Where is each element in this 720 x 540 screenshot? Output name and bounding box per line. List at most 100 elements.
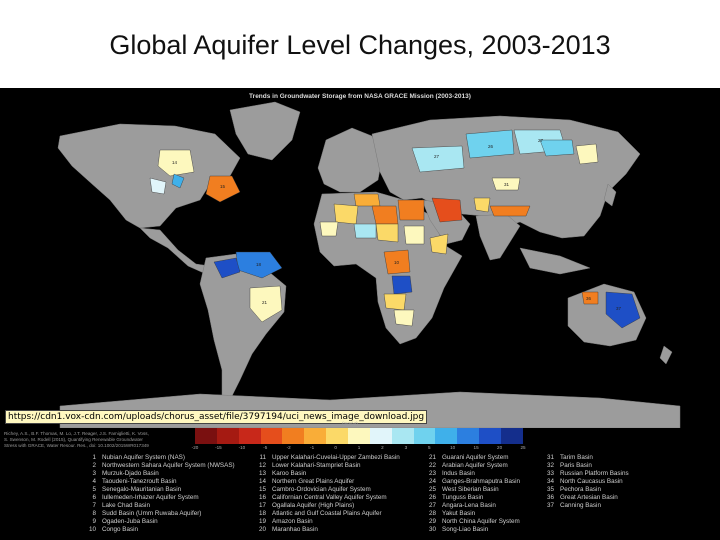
legend-item-number: 19: [258, 518, 266, 525]
basin-21: [249, 285, 283, 323]
legend-item: 3 Murzuk-Djado Basin: [84, 470, 254, 478]
legend-item-name: Nubian Aquifer System (NAS): [102, 454, 185, 461]
world-map: 27 26 27 31 14 15 18 21 10 37 36: [57, 101, 681, 428]
legend-item: 7 Lake Chad Basin: [84, 502, 254, 510]
legend-item: 10 Congo Basin: [84, 526, 254, 534]
legend-item-name: Amazon Basin: [272, 518, 313, 525]
basin-12: [383, 293, 407, 311]
citation-line: Stress with GRACE, Water Resour. Res., d…: [4, 443, 149, 449]
colorbar-tick: -20: [191, 445, 199, 450]
slide-title: Global Aquifer Level Changes, 2003-2013: [109, 30, 611, 60]
basin-6: [353, 223, 377, 239]
legend-item-name: Indus Basin: [442, 470, 475, 477]
legend-item-number: 16: [258, 494, 266, 501]
label-basin-31: 31: [504, 182, 510, 187]
legend-item: 16 Californian Central Valley Aquifer Sys…: [254, 494, 424, 502]
legend-item: 5 Senegalo-Mauritanian Basin: [84, 486, 254, 494]
colorbar-tick: -10: [238, 445, 246, 450]
source-url-label[interactable]: https://cdn1.vox-cdn.com/uploads/chorus_…: [5, 410, 428, 424]
basin-25: [411, 145, 465, 173]
aquifer-map-figure: Trends in Groundwater Storage from NASA …: [0, 88, 720, 540]
legend-item-name: Northern Great Plains Aquifer: [272, 478, 355, 485]
legend-item-name: Lower Kalahari-Stampriet Basin: [272, 462, 361, 469]
legend-item: 28 Yakut Basin: [424, 510, 542, 518]
basin-3: [371, 205, 399, 225]
legend-item: 15 Cambro-Ordovician Aquifer System: [254, 486, 424, 494]
legend-item-number: 7: [92, 502, 96, 509]
legend-item: 1 Nubian Aquifer System (NAS): [84, 454, 254, 462]
citation-line: Richey, A.S., B.F. Thomas, M. Lo, J.T. R…: [4, 431, 149, 436]
legend-item-number: 17: [258, 502, 266, 509]
legend-item: 21 Guarani Aquifer System: [424, 454, 542, 462]
legend-item-name: Ganges-Brahmaputra Basin: [442, 478, 521, 485]
label-basin-15: 15: [220, 184, 226, 189]
legend-item: 12 Lower Kalahari-Stampriet Basin: [254, 462, 424, 470]
legend-item-name: Arabian Aquifer System: [442, 462, 508, 469]
legend-item-number: 1: [92, 454, 96, 461]
basin-9: [429, 233, 449, 255]
legend-item: 11 Upper Kalahari-Cuvelai-Upper Zambezi B…: [254, 454, 424, 462]
legend-item: 23 Indus Basin: [424, 470, 542, 478]
legend-item-number: 33: [546, 470, 554, 477]
colorbar-segment: [304, 428, 327, 444]
colorbar-segment: [391, 428, 414, 444]
basin-28: [539, 139, 575, 157]
legend-item: 33 Russian Platform Basins: [542, 470, 652, 478]
label-basin-25: 27: [434, 154, 440, 159]
legend-item-number: 20: [258, 526, 266, 533]
basin-23: [473, 197, 491, 213]
legend-item-name: Song-Liao Basin: [442, 526, 489, 533]
legend-item-number: 21: [428, 454, 436, 461]
colorbar-tick: 0: [334, 445, 337, 450]
legend-item-number: 26: [428, 494, 436, 501]
aquifer-legend: 1 Nubian Aquifer System (NAS) 2 Northwester…: [84, 454, 644, 534]
legend-item-number: 30: [428, 526, 436, 533]
legend-item-number: 5: [92, 486, 96, 493]
basin-2: [353, 193, 381, 207]
legend-item-number: 36: [546, 494, 554, 501]
legend-item-number: 22: [428, 462, 436, 469]
basin-30: [575, 143, 599, 165]
label-basin-27: 27: [538, 138, 544, 143]
basin-17: [149, 177, 167, 195]
new-zealand-land: [659, 345, 673, 365]
basin-7: [375, 223, 399, 243]
legend-item: 31 Tarim Basin: [542, 454, 652, 462]
legend-item: 36 Great Artesian Basin: [542, 494, 652, 502]
legend-item-name: Russian Platform Basins: [560, 470, 629, 477]
label-basin-37: 37: [616, 306, 622, 311]
legend-item-number: 35: [546, 486, 554, 493]
legend-item-number: 18: [258, 510, 266, 517]
legend-item: 25 West Siberian Basin: [424, 486, 542, 494]
map-title: Trends in Groundwater Storage from NASA …: [249, 93, 471, 100]
legend-item-number: 15: [258, 486, 266, 493]
colorbar-segment: [501, 428, 523, 444]
label-basin-10: 10: [394, 260, 400, 265]
legend-item: 30 Song-Liao Basin: [424, 526, 542, 534]
legend-item-number: 37: [546, 502, 554, 509]
legend-item: 8 Sudd Basin (Umm Ruwaba Aquifer): [84, 510, 254, 518]
colorbar-segment: [369, 428, 392, 444]
legend-item: 13 Karoo Basin: [254, 470, 424, 478]
legend-item-number: 23: [428, 470, 436, 477]
colorbar-segment: [413, 428, 436, 444]
label-basin-18: 18: [256, 262, 262, 267]
citation-text: Richey, A.S., B.F. Thomas, M. Lo, J.T. R…: [4, 431, 194, 450]
basin-number-labels: 27 26 27 31 14 15 18 21 10 37 36: [172, 138, 622, 311]
legend-item-number: 24: [428, 478, 436, 485]
legend-item: 34 North Caucasus Basin: [542, 478, 652, 486]
colorbar-tick: -15: [215, 445, 222, 450]
legend-item: 24 Ganges-Brahmaputra Basin: [424, 478, 542, 486]
legend-item: 32 Paris Basin: [542, 462, 652, 470]
basin-26: [465, 129, 515, 159]
basin-5: [319, 221, 339, 237]
legend-item-name: Ogaden-Juba Basin: [102, 518, 158, 525]
colorbar-tick: 2: [381, 445, 384, 450]
colorbar-tick: 15: [473, 445, 479, 450]
india-land: [475, 213, 521, 261]
basin-1: [397, 199, 425, 221]
legend-item-number: 13: [258, 470, 266, 477]
legend-item: 9 Ogaden-Juba Basin: [84, 518, 254, 526]
legend-item-name: Guarani Aquifer System: [442, 454, 509, 461]
colorbar: [195, 428, 523, 444]
